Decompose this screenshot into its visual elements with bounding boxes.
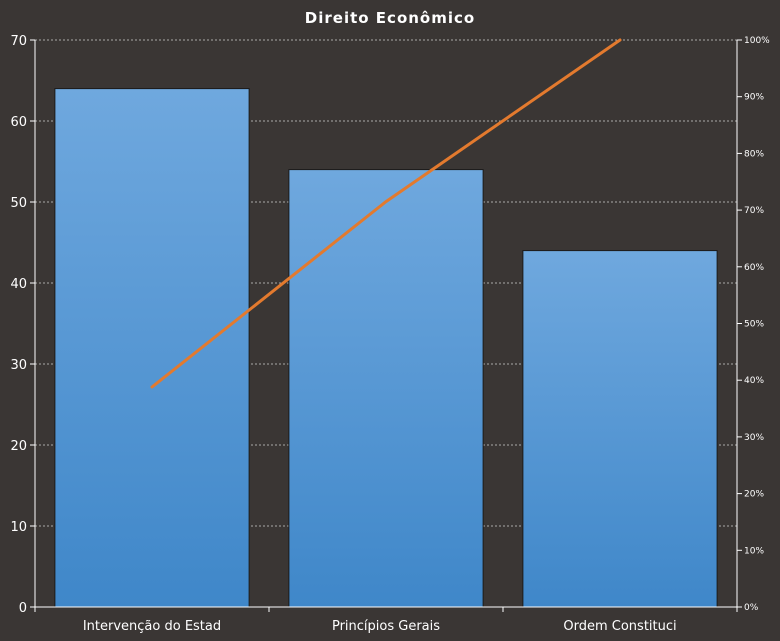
y-tick-label: 60 [10, 115, 27, 130]
y-tick-label: 20 [10, 439, 27, 454]
y-tick-label: 70 [10, 34, 27, 49]
y2-tick-label: 0% [744, 603, 759, 613]
y2-tick-label: 70% [744, 206, 764, 216]
y2-tick-label: 100% [744, 36, 770, 46]
x-category-label: Ordem Constituci [563, 619, 676, 634]
y-tick-label: 10 [10, 520, 27, 535]
bar [522, 250, 718, 608]
x-category-label: Princípios Gerais [332, 619, 440, 634]
y-tick-label: 30 [10, 358, 27, 373]
y2-tick-label: 20% [744, 490, 764, 500]
bars [54, 88, 718, 608]
axes [30, 39, 742, 612]
y2-tick-label: 10% [744, 546, 764, 556]
y2-tick-label: 30% [744, 433, 764, 443]
bar [288, 169, 484, 608]
y2-tick-label: 90% [744, 93, 764, 103]
y2-tick-label: 40% [744, 376, 764, 386]
cumulative-line [150, 38, 622, 389]
tick-labels: 0 10 20 30 40 50 60 70 0% 10% 20% 30% 40% 50% 60% 70% 80… [10, 34, 770, 634]
cumulative-percent-line [150, 38, 622, 389]
y2-tick-label: 50% [744, 320, 764, 330]
y2-tick-label: 80% [744, 149, 764, 159]
y-tick-label: 40 [10, 277, 27, 292]
chart-title: Direito Econômico [305, 9, 475, 27]
y-tick-label: 50 [10, 196, 27, 211]
x-category-label: Intervenção do Estad [83, 619, 221, 634]
y2-tick-label: 60% [744, 263, 764, 273]
y-tick-label: 0 [19, 601, 27, 616]
bar [54, 88, 250, 608]
